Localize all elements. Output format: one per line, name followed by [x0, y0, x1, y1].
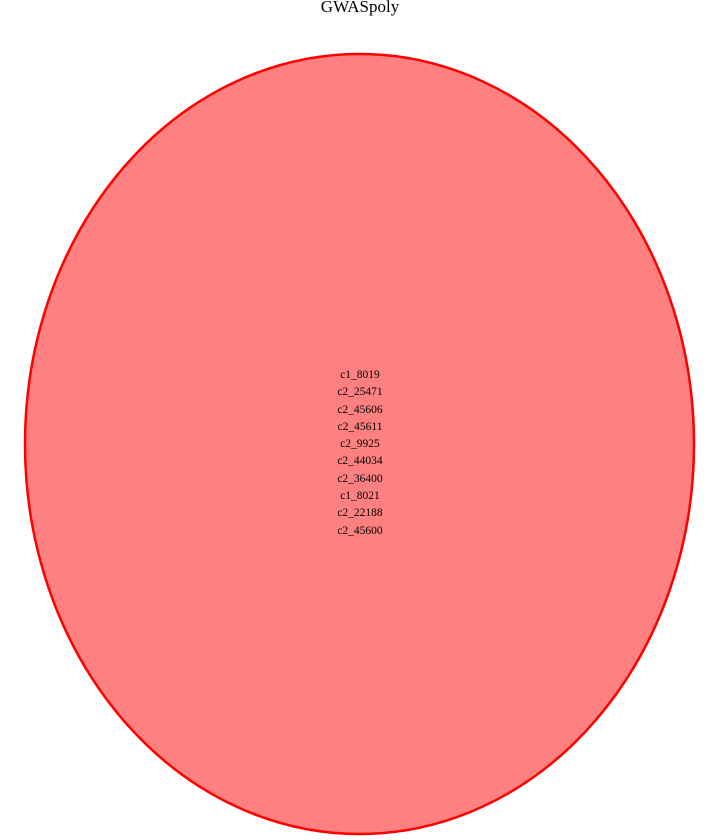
- set-member-label: c2_9925: [340, 438, 380, 451]
- set-member-label: c2_36400: [337, 472, 383, 485]
- set-member-label: c2_45600: [337, 524, 383, 537]
- set-member-label: c2_45611: [337, 420, 383, 433]
- set-member-label: c1_8019: [340, 369, 380, 381]
- set-member-list: c1_8019 c2_25471 c2_45606 c2_45611 c2_9925 c2…: [260, 367, 460, 540]
- set-member-label: c1_8021: [340, 490, 380, 503]
- set-member-label: c2_44034: [337, 455, 383, 468]
- set-member-label: c2_22188: [337, 507, 383, 520]
- set-member-label: c2_45606: [337, 403, 383, 416]
- set-ellipse-gwaspoly: [23, 52, 696, 836]
- set-member-label: c2_25471: [337, 386, 383, 399]
- set-title: GWASpoly: [320, 0, 400, 16]
